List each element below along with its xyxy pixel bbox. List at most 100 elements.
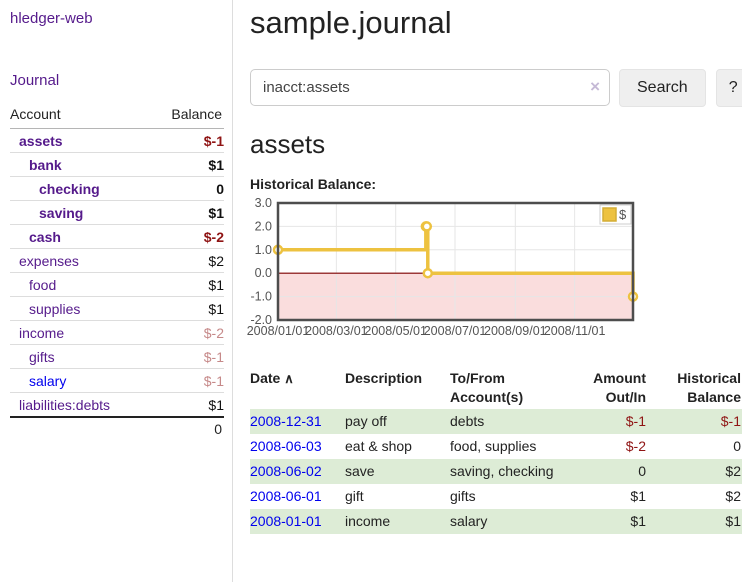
transaction-accounts: salary [450,512,488,529]
transaction-description: income [345,512,391,529]
account-link-supplies[interactable]: supplies [29,300,81,317]
page-title: sample.journal [250,5,452,40]
account-name-cell: supplies [10,296,151,321]
account-name-cell: expenses [10,248,151,273]
register-table: Date ∧ Description To/From Account(s) Am… [250,367,742,534]
transaction-date-link[interactable]: 2008-06-01 [250,487,322,504]
account-balance: $1 [150,296,224,321]
account-name-cell: food [10,272,151,297]
account-balance: $-1 [203,132,224,149]
x-axis-tick-label: 2008/09/01 [484,324,547,338]
account-link-checking[interactable]: checking [39,180,100,197]
transaction-accounts: gifts [450,487,476,504]
account-link-bank[interactable]: bank [29,156,62,173]
transaction-accounts: debts [450,412,485,429]
account-link-expenses[interactable]: expenses [19,252,79,269]
main-content: sample.journal × Search ? assets Histori… [233,0,742,582]
app-title-link[interactable]: hledger-web [10,10,93,27]
data-point-marker [421,220,433,232]
register-header-date[interactable]: Date ∧ [250,367,345,409]
account-row: cash $-2 [10,224,224,249]
accounts-table-body: assets $-1 bank $1 checking 0 saving $1 cash $-2 e… [10,129,224,417]
transaction-row: 2008-01-01 income salary $1 $1 [250,508,742,534]
transaction-date-link[interactable]: 2008-06-02 [250,462,322,479]
legend-swatch-icon [602,206,617,222]
transaction-amount: $-2 [625,437,646,454]
account-link-salary[interactable]: salary [29,372,67,389]
account-row: salary $-1 [10,368,224,393]
account-name-cell: assets [10,129,150,153]
sort-ascending-icon: ∧ [284,370,294,386]
account-row: supplies $1 [10,296,224,321]
y-axis-tick-label: 1.0 [255,242,272,256]
register-header-accounts: To/From Account(s) [450,369,524,405]
data-point-marker [422,267,434,278]
transaction-date-cell: 2008-06-01 [250,484,345,509]
transaction-description: save [345,462,375,479]
account-name-cell: liabilities:debts [10,392,151,417]
transaction-date-cell: 2008-06-03 [250,434,345,459]
plot-border [276,201,635,321]
account-balance: $1 [150,152,224,177]
x-axis-tick-label: 2008/11/01 [544,324,606,338]
accounts-total-balance: 0 [10,416,224,440]
search-bar: × Search ? [250,68,742,107]
account-row: income $-2 [10,320,224,345]
transaction-row: 2008-06-03 eat & shop food, supplies $-2 0 [250,434,742,459]
x-axis-tick-label: 2008/07/01 [424,324,487,338]
x-axis-tick-label: 2008/01/01 [247,324,310,338]
clear-search-icon[interactable]: × [590,77,600,97]
account-link-income[interactable]: income [19,324,65,341]
account-link-saving[interactable]: saving [39,204,84,221]
transaction-description: gift [345,487,364,504]
sidebar-item-journal[interactable]: Journal [10,72,60,89]
help-button[interactable]: ? [715,68,742,107]
account-link-liabilities-debts[interactable]: liabilities:debts [19,396,111,413]
transaction-balance: $-1 [720,412,741,429]
transaction-date-link[interactable]: 2008-01-01 [250,512,322,529]
transaction-date-link[interactable]: 2008-12-31 [250,412,322,429]
transaction-accounts: saving, checking [450,462,554,479]
transaction-date-cell: 2008-06-02 [250,459,345,484]
account-link-food[interactable]: food [29,276,57,293]
search-input[interactable] [250,69,610,107]
register-header-row: Date ∧ Description To/From Account(s) Am… [250,367,742,409]
account-name-cell: salary [10,368,151,393]
accounts-header-balance: Balance [150,104,224,129]
account-link-assets[interactable]: assets [19,132,63,149]
account-link-gifts[interactable]: gifts [29,348,55,365]
account-row: assets $-1 [10,129,224,153]
transaction-balance: 0 [733,437,741,454]
accounts-header-account: Account [10,104,151,129]
account-link-cash[interactable]: cash [29,228,61,245]
register-table-body: 2008-12-31 pay off debts $-1 $-1 2008-06-03 ea… [250,408,742,534]
account-title: assets [250,128,326,159]
chart-label: Historical Balance: [250,175,377,192]
accounts-table: Account Balance assets $-1 bank $1 checking 0… [10,104,224,440]
accounts-total-row: 0 [10,416,224,440]
transaction-row: 2008-12-31 pay off debts $-1 $-1 [250,408,742,434]
y-axis-tick-label: 2.0 [255,219,272,233]
account-balance: $1 [150,392,224,417]
transaction-amount: $1 [630,487,646,504]
y-axis-tick-label: -1.0 [250,289,272,303]
y-axis-tick-label: -2.0 [250,313,272,327]
x-axis-tick-label: 2008/05/01 [364,324,427,338]
transaction-description: eat & shop [345,437,412,454]
account-balance: 0 [150,176,224,201]
search-button[interactable]: Search [619,68,706,107]
account-row: checking 0 [10,176,224,201]
account-balance: $2 [150,248,224,273]
balance-chart[interactable]: 3.0 2.0 1.0 0.0 -1.0 -2.0 2008/01/01 2008/03/01… [243,196,742,349]
account-row: gifts $-1 [10,344,224,369]
transaction-accounts: food, supplies [450,437,537,454]
balance-chart-svg[interactable]: 3.0 2.0 1.0 0.0 -1.0 -2.02008/01/012008/03/01… [243,196,740,344]
transaction-amount: $-1 [625,412,646,429]
account-row: saving $1 [10,200,224,225]
account-row: food $1 [10,272,224,297]
register-header-description: Description [345,369,423,386]
account-balance: $-2 [150,224,224,249]
transaction-date-link[interactable]: 2008-06-03 [250,437,322,454]
y-axis-tick-label: 0.0 [255,266,272,280]
account-name-cell: gifts [10,344,151,369]
